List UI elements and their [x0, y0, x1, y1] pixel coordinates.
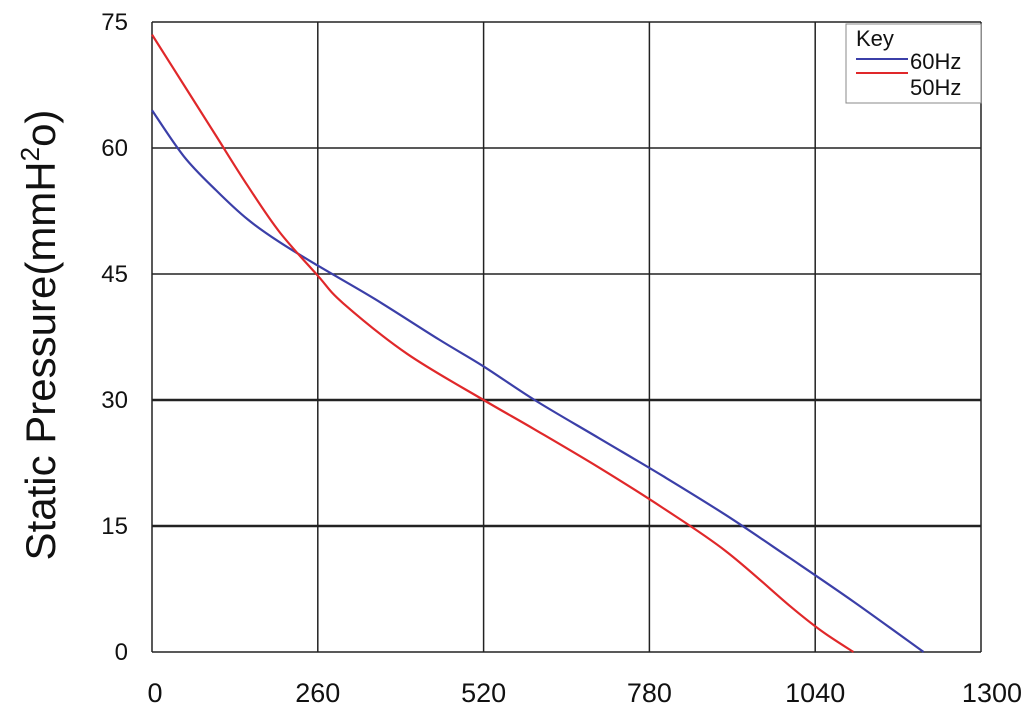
x-axis-ticks: 0 260 520 780 1040 1300: [147, 678, 1022, 708]
x-tick-label: 780: [627, 678, 672, 708]
x-tick-label: 260: [295, 678, 340, 708]
y-axis-ticks: 0 15 30 45 60 75: [101, 9, 128, 666]
legend: Key 60Hz 50Hz: [845, 23, 982, 104]
y-axis-label-main: Static Pressure(mmH: [17, 161, 64, 560]
y-tick-label: 30: [101, 387, 128, 414]
x-tick-label: 0: [147, 678, 162, 708]
legend-label-60hz: 60Hz: [910, 49, 961, 74]
legend-label-50hz: 50Hz: [910, 75, 961, 100]
y-axis-label-superscript: 2: [15, 147, 45, 161]
y-tick-label: 60: [101, 135, 128, 162]
legend-box: [845, 23, 982, 104]
series-line-60hz: [151, 109, 925, 653]
y-tick-label: 45: [101, 261, 128, 288]
y-tick-label: 15: [101, 513, 128, 540]
x-tick-label: 1300: [962, 678, 1022, 708]
legend-title: Key: [856, 26, 894, 51]
series-line-50hz: [151, 34, 855, 653]
series-lines: [151, 34, 925, 653]
y-axis-label: Static Pressure(mmH2o): [15, 110, 64, 561]
y-axis-label-tail: o): [17, 110, 64, 147]
grid: [151, 21, 982, 653]
y-tick-label: 0: [115, 639, 128, 666]
x-tick-label: 1040: [785, 678, 845, 708]
y-tick-label: 75: [101, 9, 128, 36]
x-tick-label: 520: [461, 678, 506, 708]
